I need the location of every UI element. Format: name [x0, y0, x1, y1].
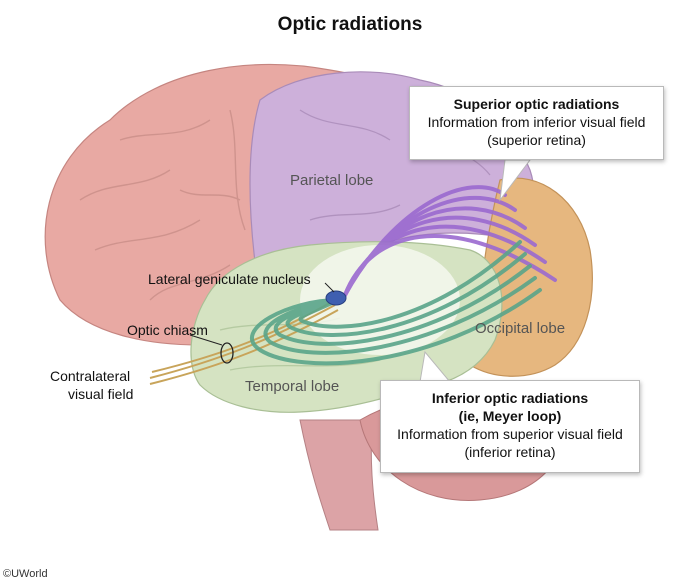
visual-field-label-line2: visual field	[68, 386, 134, 402]
parietal-lobe-label: Parietal lobe	[290, 172, 374, 189]
superior-callout-line2: (superior retina)	[487, 132, 586, 148]
page-title: Optic radiations	[277, 14, 423, 35]
credit-label: ©UWorld	[3, 568, 48, 580]
inferior-radiations	[250, 240, 542, 366]
inferior-callout-heading2: (ie, Meyer loop)	[458, 408, 562, 424]
inferior-callout-heading1: Inferior optic radiations	[431, 390, 589, 406]
lgn-label: Lateral geniculate nucleus	[148, 271, 311, 287]
visual-field-label-line1: Contralateral	[50, 368, 131, 384]
lgn-leader	[324, 282, 335, 293]
superior-radiations-callout: Superior optic radiations Information fr…	[409, 86, 664, 160]
superior-callout-pointer	[499, 159, 531, 202]
superior-radiations	[343, 185, 557, 297]
optic-chiasm-label: Optic chiasm	[127, 322, 208, 338]
inferior-radiations-callout: Inferior optic radiations (ie, Meyer loo…	[380, 380, 640, 473]
gyri-texture	[79, 109, 246, 301]
superior-callout-line1: Information from inferior visual field	[427, 114, 646, 130]
inferior-callout-line1: Information from superior visual field	[397, 426, 623, 442]
temporal-lobe-label: Temporal lobe	[245, 378, 340, 395]
inferior-callout-line2: (inferior retina)	[464, 444, 556, 460]
optic-chiasm-leader	[189, 334, 223, 346]
optic-chiasm-marker	[220, 342, 234, 364]
occipital-lobe-label: Occipital lobe	[475, 320, 566, 337]
superior-callout-heading: Superior optic radiations	[453, 96, 620, 112]
lateral-geniculate-nucleus	[325, 290, 347, 306]
